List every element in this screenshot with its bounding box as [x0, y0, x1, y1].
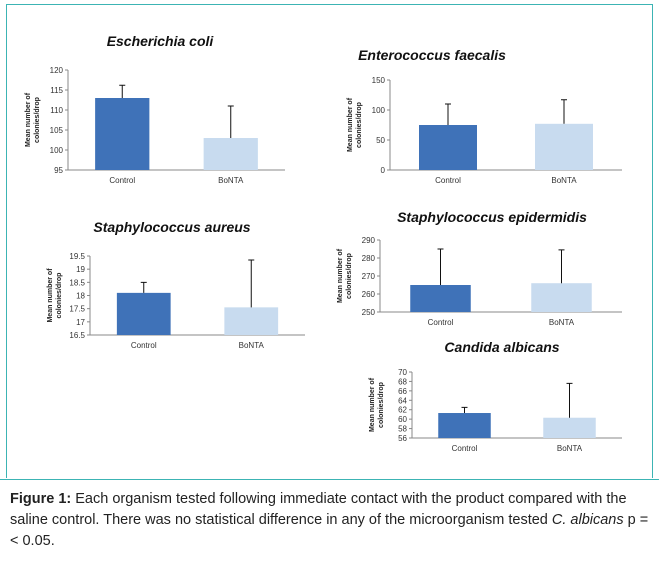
- x-tick-label: BoNTA: [549, 318, 575, 327]
- bar: [116, 292, 171, 335]
- y-tick-label: 17.5: [69, 305, 85, 314]
- y-tick-label: 62: [398, 406, 407, 415]
- y-axis-label: Mean number of: [337, 248, 344, 303]
- y-tick-label: 64: [398, 396, 407, 405]
- y-axis-label: Mean number of: [25, 92, 32, 147]
- error-bar: [119, 84, 126, 98]
- y-axis-label: Mean number of: [369, 377, 376, 432]
- y-axis-label: colonies/drop: [34, 97, 41, 143]
- y-tick-label: 66: [398, 387, 407, 396]
- y-tick-label: 60: [398, 415, 407, 424]
- y-tick-label: 19: [76, 265, 85, 274]
- y-tick-label: 270: [362, 272, 376, 281]
- error-bar: [227, 105, 234, 138]
- error-bar: [566, 382, 573, 418]
- bar: [535, 123, 593, 170]
- y-tick-label: 95: [54, 166, 63, 175]
- x-tick-label: Control: [131, 341, 157, 350]
- y-tick-label: 56: [398, 434, 407, 443]
- y-tick-label: 260: [362, 290, 376, 299]
- chart-title: Staphylococcus epidermidis: [397, 209, 587, 225]
- divider: [0, 479, 659, 480]
- y-tick-label: 105: [50, 126, 64, 135]
- chart-title: Staphylococcus aureus: [93, 219, 250, 235]
- error-bar: [558, 249, 565, 284]
- x-tick-label: Control: [452, 444, 478, 453]
- x-tick-label: BoNTA: [239, 341, 265, 350]
- caption-text: Each organism tested following immediate…: [10, 491, 627, 528]
- y-tick-label: 19.5: [69, 252, 85, 261]
- bar: [203, 138, 258, 170]
- error-bar: [461, 406, 468, 414]
- y-axis-label: Mean number of: [347, 97, 354, 152]
- y-tick-label: 120: [50, 66, 64, 75]
- caption: Figure 1: Each organism tested following…: [10, 489, 650, 552]
- error-bar: [445, 103, 451, 125]
- error-bar: [140, 281, 147, 293]
- x-tick-label: BoNTA: [218, 176, 244, 185]
- y-tick-label: 280: [362, 254, 376, 263]
- y-tick-label: 58: [398, 425, 407, 434]
- y-tick-label: 16.5: [69, 331, 85, 340]
- bar: [543, 417, 596, 438]
- y-axis-label: colonies/drop: [346, 253, 353, 299]
- chart-title: Candida albicans: [444, 339, 559, 355]
- y-tick-label: 290: [362, 236, 376, 245]
- y-tick-label: 68: [398, 377, 407, 386]
- y-tick-label: 50: [376, 136, 385, 145]
- bar: [438, 413, 491, 438]
- error-bar: [248, 259, 255, 308]
- error-bar: [561, 99, 567, 124]
- caption-label: Figure 1:: [10, 491, 72, 507]
- x-tick-label: Control: [428, 318, 454, 327]
- x-tick-label: BoNTA: [557, 444, 583, 453]
- bar: [224, 307, 279, 335]
- x-tick-label: Control: [109, 176, 135, 185]
- y-axis-label: Mean number of: [47, 268, 54, 323]
- error-bar: [437, 248, 444, 285]
- y-axis-label: colonies/drop: [356, 102, 363, 148]
- y-tick-label: 18.5: [69, 278, 85, 287]
- chart-title: Enterococcus faecalis: [358, 47, 506, 63]
- y-tick-label: 17: [76, 318, 85, 327]
- y-axis-label: colonies/drop: [56, 273, 63, 319]
- y-tick-label: 100: [372, 106, 386, 115]
- x-tick-label: Control: [435, 176, 461, 185]
- bar: [531, 283, 592, 312]
- figure-frame: [6, 4, 653, 478]
- bar: [410, 285, 471, 312]
- y-tick-label: 150: [372, 76, 386, 85]
- caption-stat: p = < 0.05.: [10, 512, 649, 549]
- bar: [419, 125, 477, 170]
- y-tick-label: 250: [362, 308, 376, 317]
- chart-title: Escherichia coli: [107, 33, 215, 49]
- y-tick-label: 0: [381, 166, 386, 175]
- y-tick-label: 100: [50, 146, 64, 155]
- x-tick-label: BoNTA: [551, 176, 577, 185]
- y-tick-label: 70: [398, 368, 407, 377]
- y-tick-label: 18: [76, 292, 85, 301]
- y-axis-label: colonies/drop: [378, 382, 385, 428]
- bar: [95, 98, 150, 170]
- y-tick-label: 110: [50, 106, 63, 115]
- caption-species: C. albicans: [551, 512, 624, 528]
- y-tick-label: 115: [50, 86, 63, 95]
